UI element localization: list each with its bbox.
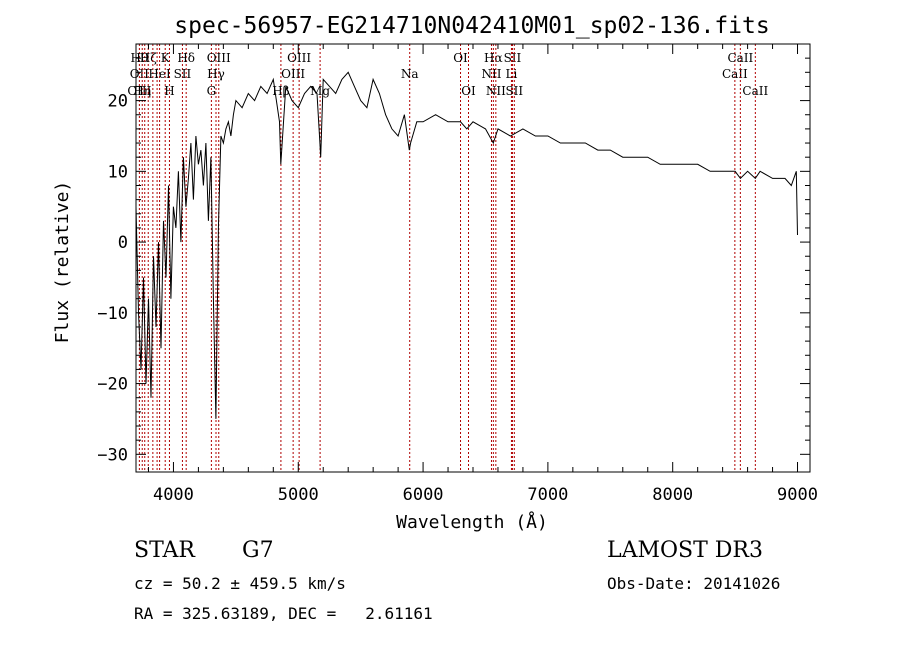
line-marker-label: Hδ <box>177 51 195 65</box>
line-marker-label: H <box>164 84 174 98</box>
y-axis-label: Flux (relative) <box>52 181 73 344</box>
line-marker-label: OIII <box>207 51 231 65</box>
y-tick-label: 20 <box>108 92 128 112</box>
y-tick-label: 10 <box>108 162 128 182</box>
line-marker-label: SII <box>174 67 192 81</box>
y-tick-label: −10 <box>97 304 128 324</box>
line-markers: HθOIIOIIIHηHζHeIKHSIIHδGHγOIIIHβOIIIOIII… <box>127 44 768 472</box>
y-tick-label: −30 <box>97 445 128 465</box>
line-marker-label: Na <box>401 67 419 81</box>
line-marker-label: OIII <box>281 67 305 81</box>
line-marker-label: Hγ <box>207 67 225 81</box>
line-marker-label: OI <box>461 84 476 98</box>
line-marker-label: NII <box>481 67 501 81</box>
line-marker-label: OI <box>453 51 468 65</box>
line-marker-label: NII <box>486 84 506 98</box>
x-tick-label: 7000 <box>527 485 568 505</box>
line-marker-label: SII <box>504 51 522 65</box>
object-class: STAR <box>134 538 195 563</box>
line-marker-label: K <box>161 51 171 65</box>
line-marker-label: CaII <box>722 67 748 81</box>
survey-name: LAMOST DR3 <box>607 538 763 563</box>
line-marker-label: Hα <box>484 51 503 65</box>
line-marker-label: Hζ <box>140 51 157 65</box>
coordinates: RA = 325.63189, DEC = 2.61161 <box>134 604 433 623</box>
spectrum-line <box>135 71 798 419</box>
line-marker-label: G <box>207 84 217 98</box>
line-marker-label: OIII <box>127 84 151 98</box>
subclass: G7 <box>242 538 274 563</box>
series-group <box>135 71 798 419</box>
line-marker-label: Li <box>506 67 518 81</box>
line-marker-label: SII <box>505 84 523 98</box>
y-axis: −30 −20 −10 0 10 20 <box>97 57 810 465</box>
y-tick-label: −20 <box>97 375 128 395</box>
line-marker-label: CaII <box>727 51 753 65</box>
x-tick-label: 5000 <box>278 485 319 505</box>
x-axis: 4000 5000 6000 7000 8000 9000 <box>147 44 818 505</box>
line-marker-label: HeI <box>148 67 171 81</box>
line-marker-label: OIII <box>287 51 311 65</box>
plot-frame <box>135 43 811 473</box>
line-marker-label: OII <box>130 67 150 81</box>
x-tick-label: 8000 <box>652 485 693 505</box>
y-tick-label: 0 <box>118 233 128 253</box>
line-marker-label: Hη <box>133 84 151 98</box>
x-tick-label: 9000 <box>777 485 818 505</box>
redshift-text: cz = 50.2 ± 459.5 km/s <box>134 574 346 593</box>
x-axis-label: Wavelength (Å) <box>396 511 548 533</box>
x-tick-label: 6000 <box>403 485 444 505</box>
chart-title: spec-56957-EG214710N042410M01_sp02-136.f… <box>174 13 769 39</box>
x-tick-label: 4000 <box>153 485 194 505</box>
line-marker-label: Mg <box>310 84 330 98</box>
obs-date: Obs-Date: 20141026 <box>607 574 781 593</box>
line-marker-label: CaII <box>742 84 768 98</box>
